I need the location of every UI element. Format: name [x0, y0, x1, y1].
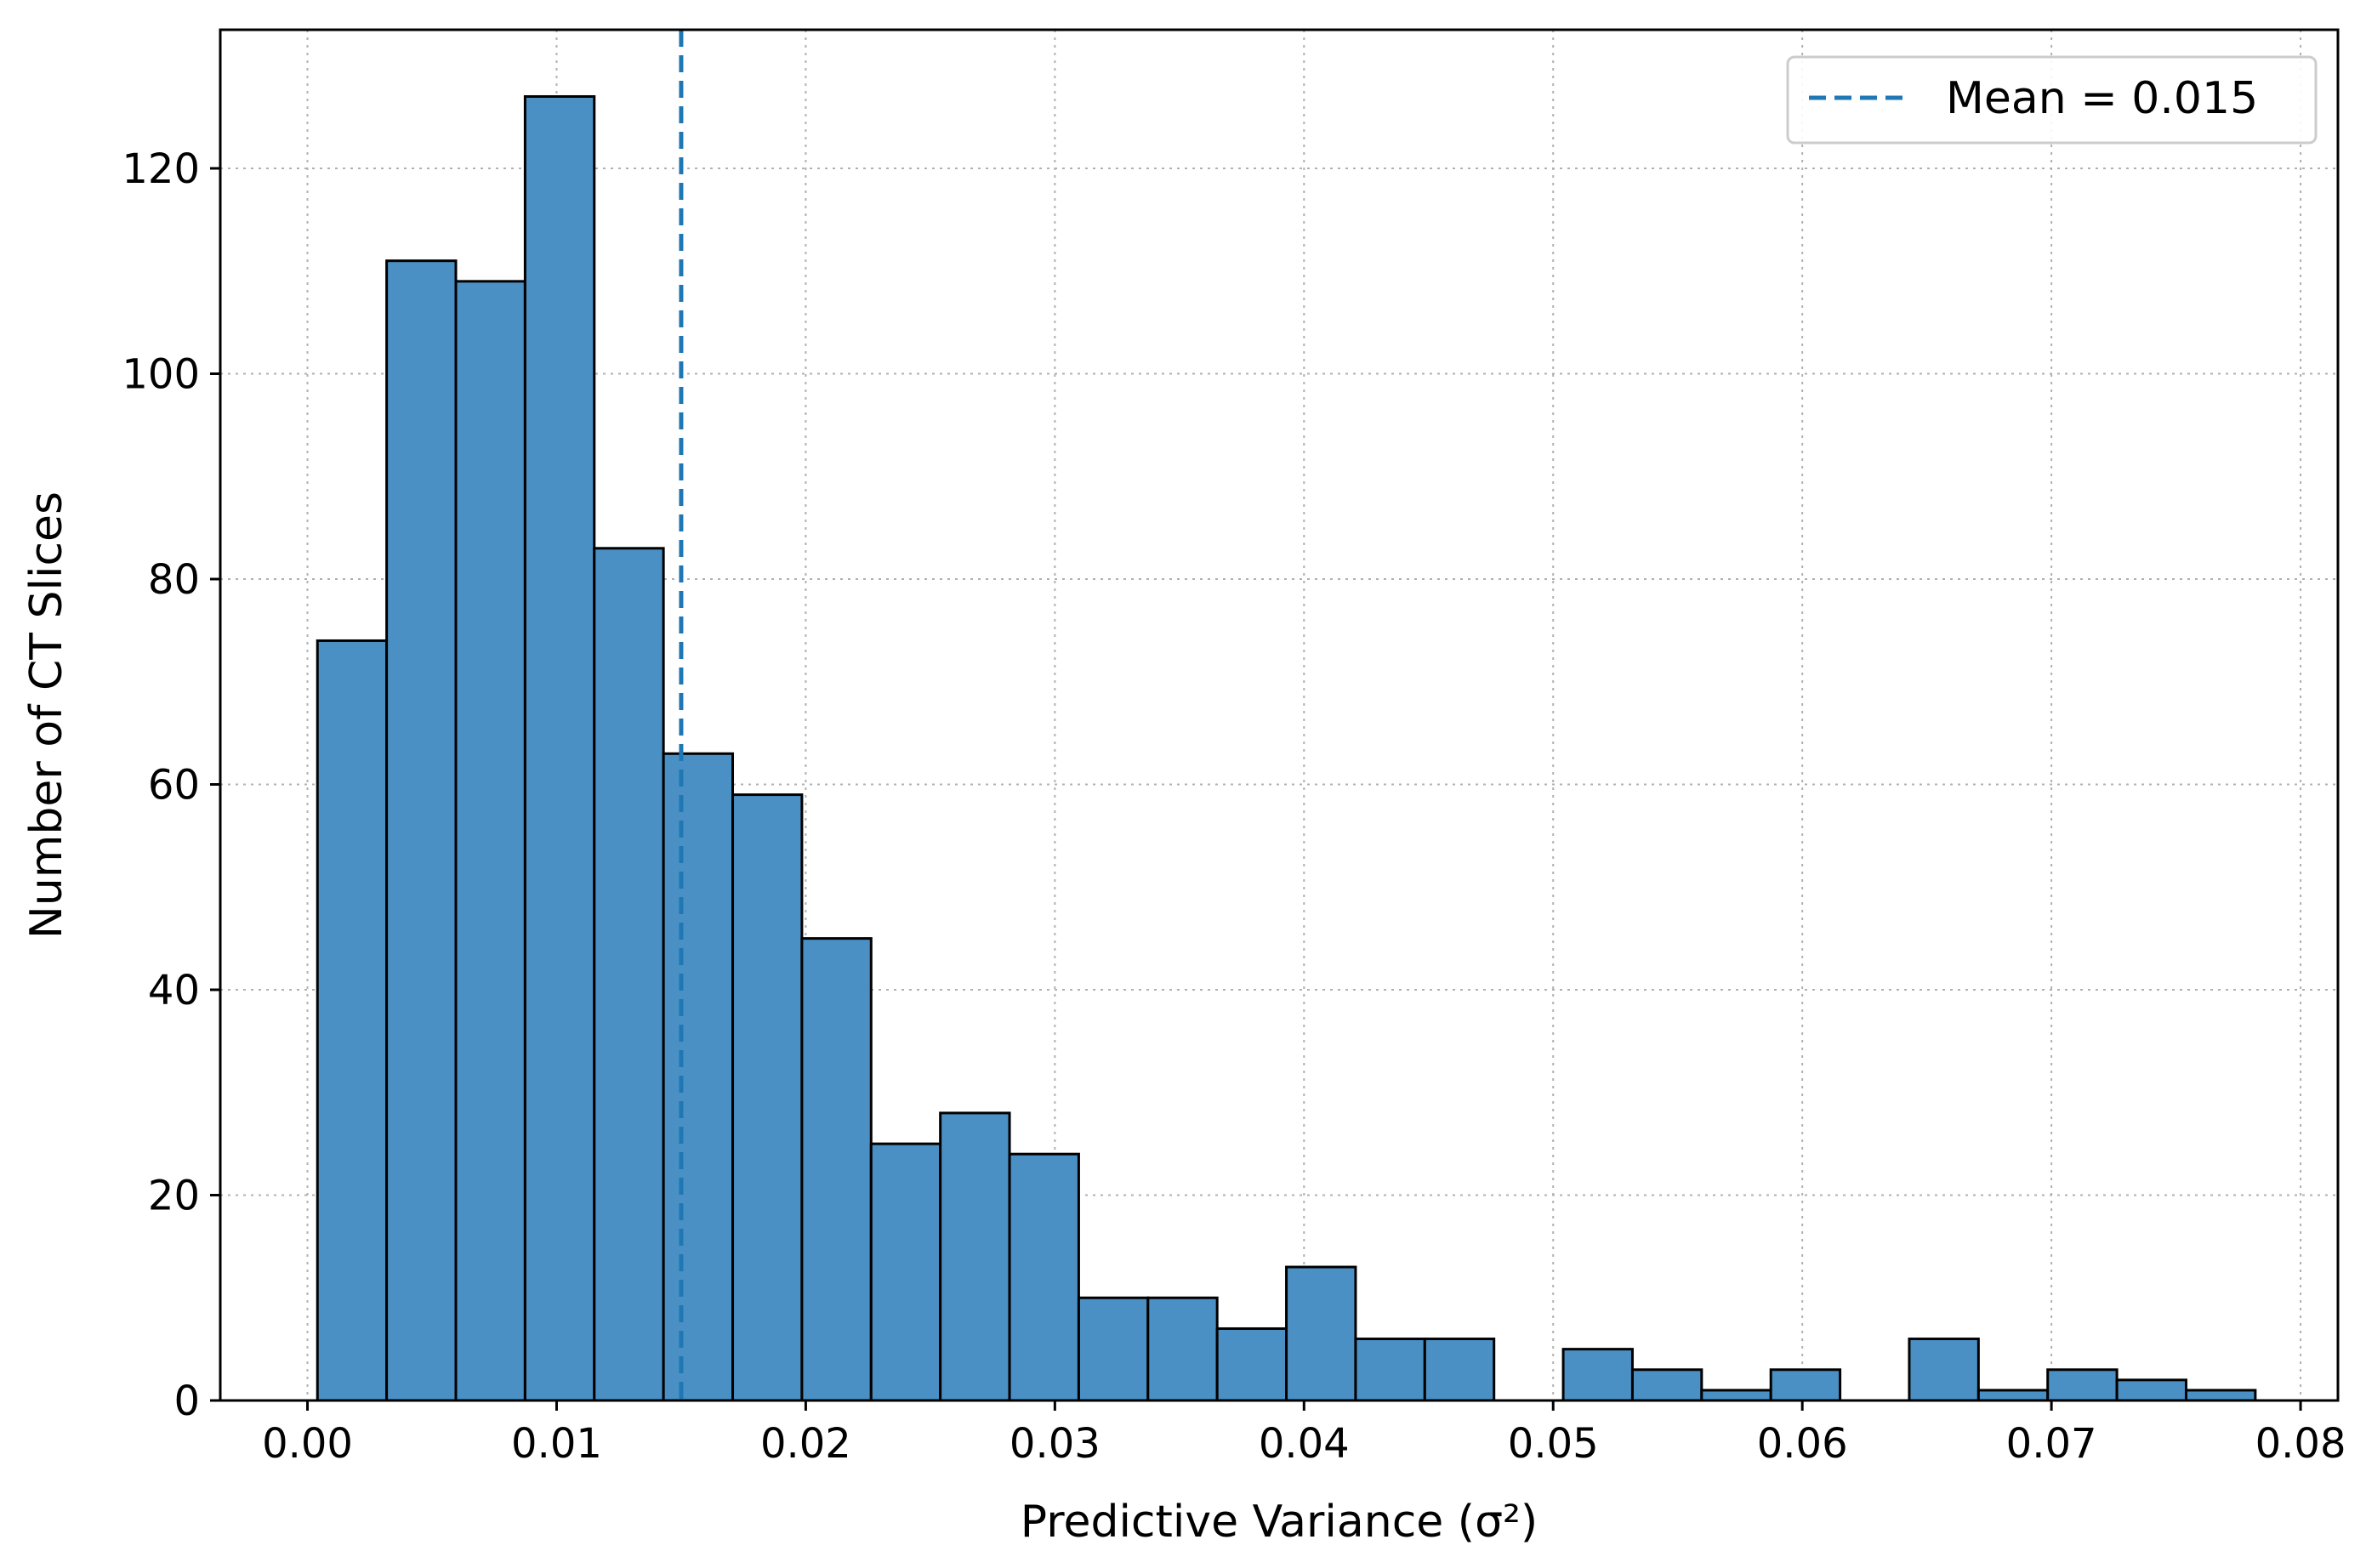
y-tick-label-2: 40 [148, 967, 200, 1014]
histogram-bar-23 [1908, 1338, 1980, 1402]
histogram-bar-16 [1423, 1338, 1496, 1402]
histogram-bar-7 [800, 937, 873, 1402]
histogram-bar-1 [385, 259, 458, 1402]
x-tick-label-6: 0.06 [1757, 1420, 1848, 1468]
x-tick-label-3: 0.03 [1010, 1420, 1101, 1468]
histogram-bar-9 [939, 1111, 1011, 1402]
y-tick-label-3: 60 [148, 762, 200, 810]
histogram-bar-5 [662, 752, 735, 1402]
y-tick-label-4: 80 [148, 556, 200, 604]
histogram-bar-0 [316, 639, 389, 1402]
x-tick-label-1: 0.01 [511, 1420, 602, 1468]
histogram-bar-8 [869, 1142, 942, 1402]
histogram-bar-11 [1077, 1296, 1150, 1402]
histogram-bar-27 [2184, 1389, 2257, 1402]
histogram-bar-12 [1146, 1296, 1219, 1402]
histogram-bar-3 [523, 94, 596, 1402]
x-axis-label: Predictive Variance (σ²) [1021, 1497, 1538, 1548]
histogram-bar-14 [1285, 1265, 1357, 1402]
x-tick-label-0: 0.00 [262, 1420, 353, 1468]
x-tick-label-5: 0.05 [1508, 1420, 1599, 1468]
histogram-bar-25 [2046, 1368, 2119, 1402]
y-tick-label-0: 0 [173, 1378, 200, 1425]
x-tick-label-4: 0.04 [1259, 1420, 1350, 1468]
legend-mean-label: Mean = 0.015 [1946, 73, 2258, 124]
y-axis-label: Number of CT Slices [21, 491, 72, 939]
histogram-bar-15 [1354, 1338, 1426, 1402]
x-tick-label-8: 0.08 [2255, 1420, 2346, 1468]
x-tick-label-7: 0.07 [2006, 1420, 2097, 1468]
histogram-bar-4 [593, 547, 665, 1402]
legend: Mean = 0.015 [1786, 55, 2318, 145]
histogram-bar-13 [1215, 1327, 1288, 1402]
histogram-bar-10 [1008, 1152, 1080, 1402]
histogram-bar-21 [1769, 1368, 1842, 1402]
y-ticks: 0 20 40 60 80 100 120 [122, 145, 220, 1425]
y-tick-label-5: 100 [122, 351, 200, 399]
histogram-bar-6 [731, 793, 804, 1402]
bars-layer [316, 94, 2257, 1402]
histogram-bar-19 [1630, 1368, 1703, 1402]
histogram-bar-18 [1561, 1348, 1634, 1402]
legend-box [1786, 55, 2318, 145]
histogram-bar-26 [2115, 1378, 2187, 1402]
histogram-bar-20 [1700, 1389, 1772, 1402]
histogram-bar-24 [1976, 1389, 2050, 1402]
x-ticks: 0.00 0.01 0.02 0.03 0.04 0.05 0.06 0.07 0.08 [262, 1400, 2346, 1468]
y-tick-label-1: 20 [148, 1173, 200, 1220]
plot-frame [219, 28, 2340, 1402]
histogram-bar-2 [454, 280, 526, 1402]
x-tick-label-2: 0.02 [760, 1420, 851, 1468]
y-tick-label-6: 120 [122, 145, 200, 193]
